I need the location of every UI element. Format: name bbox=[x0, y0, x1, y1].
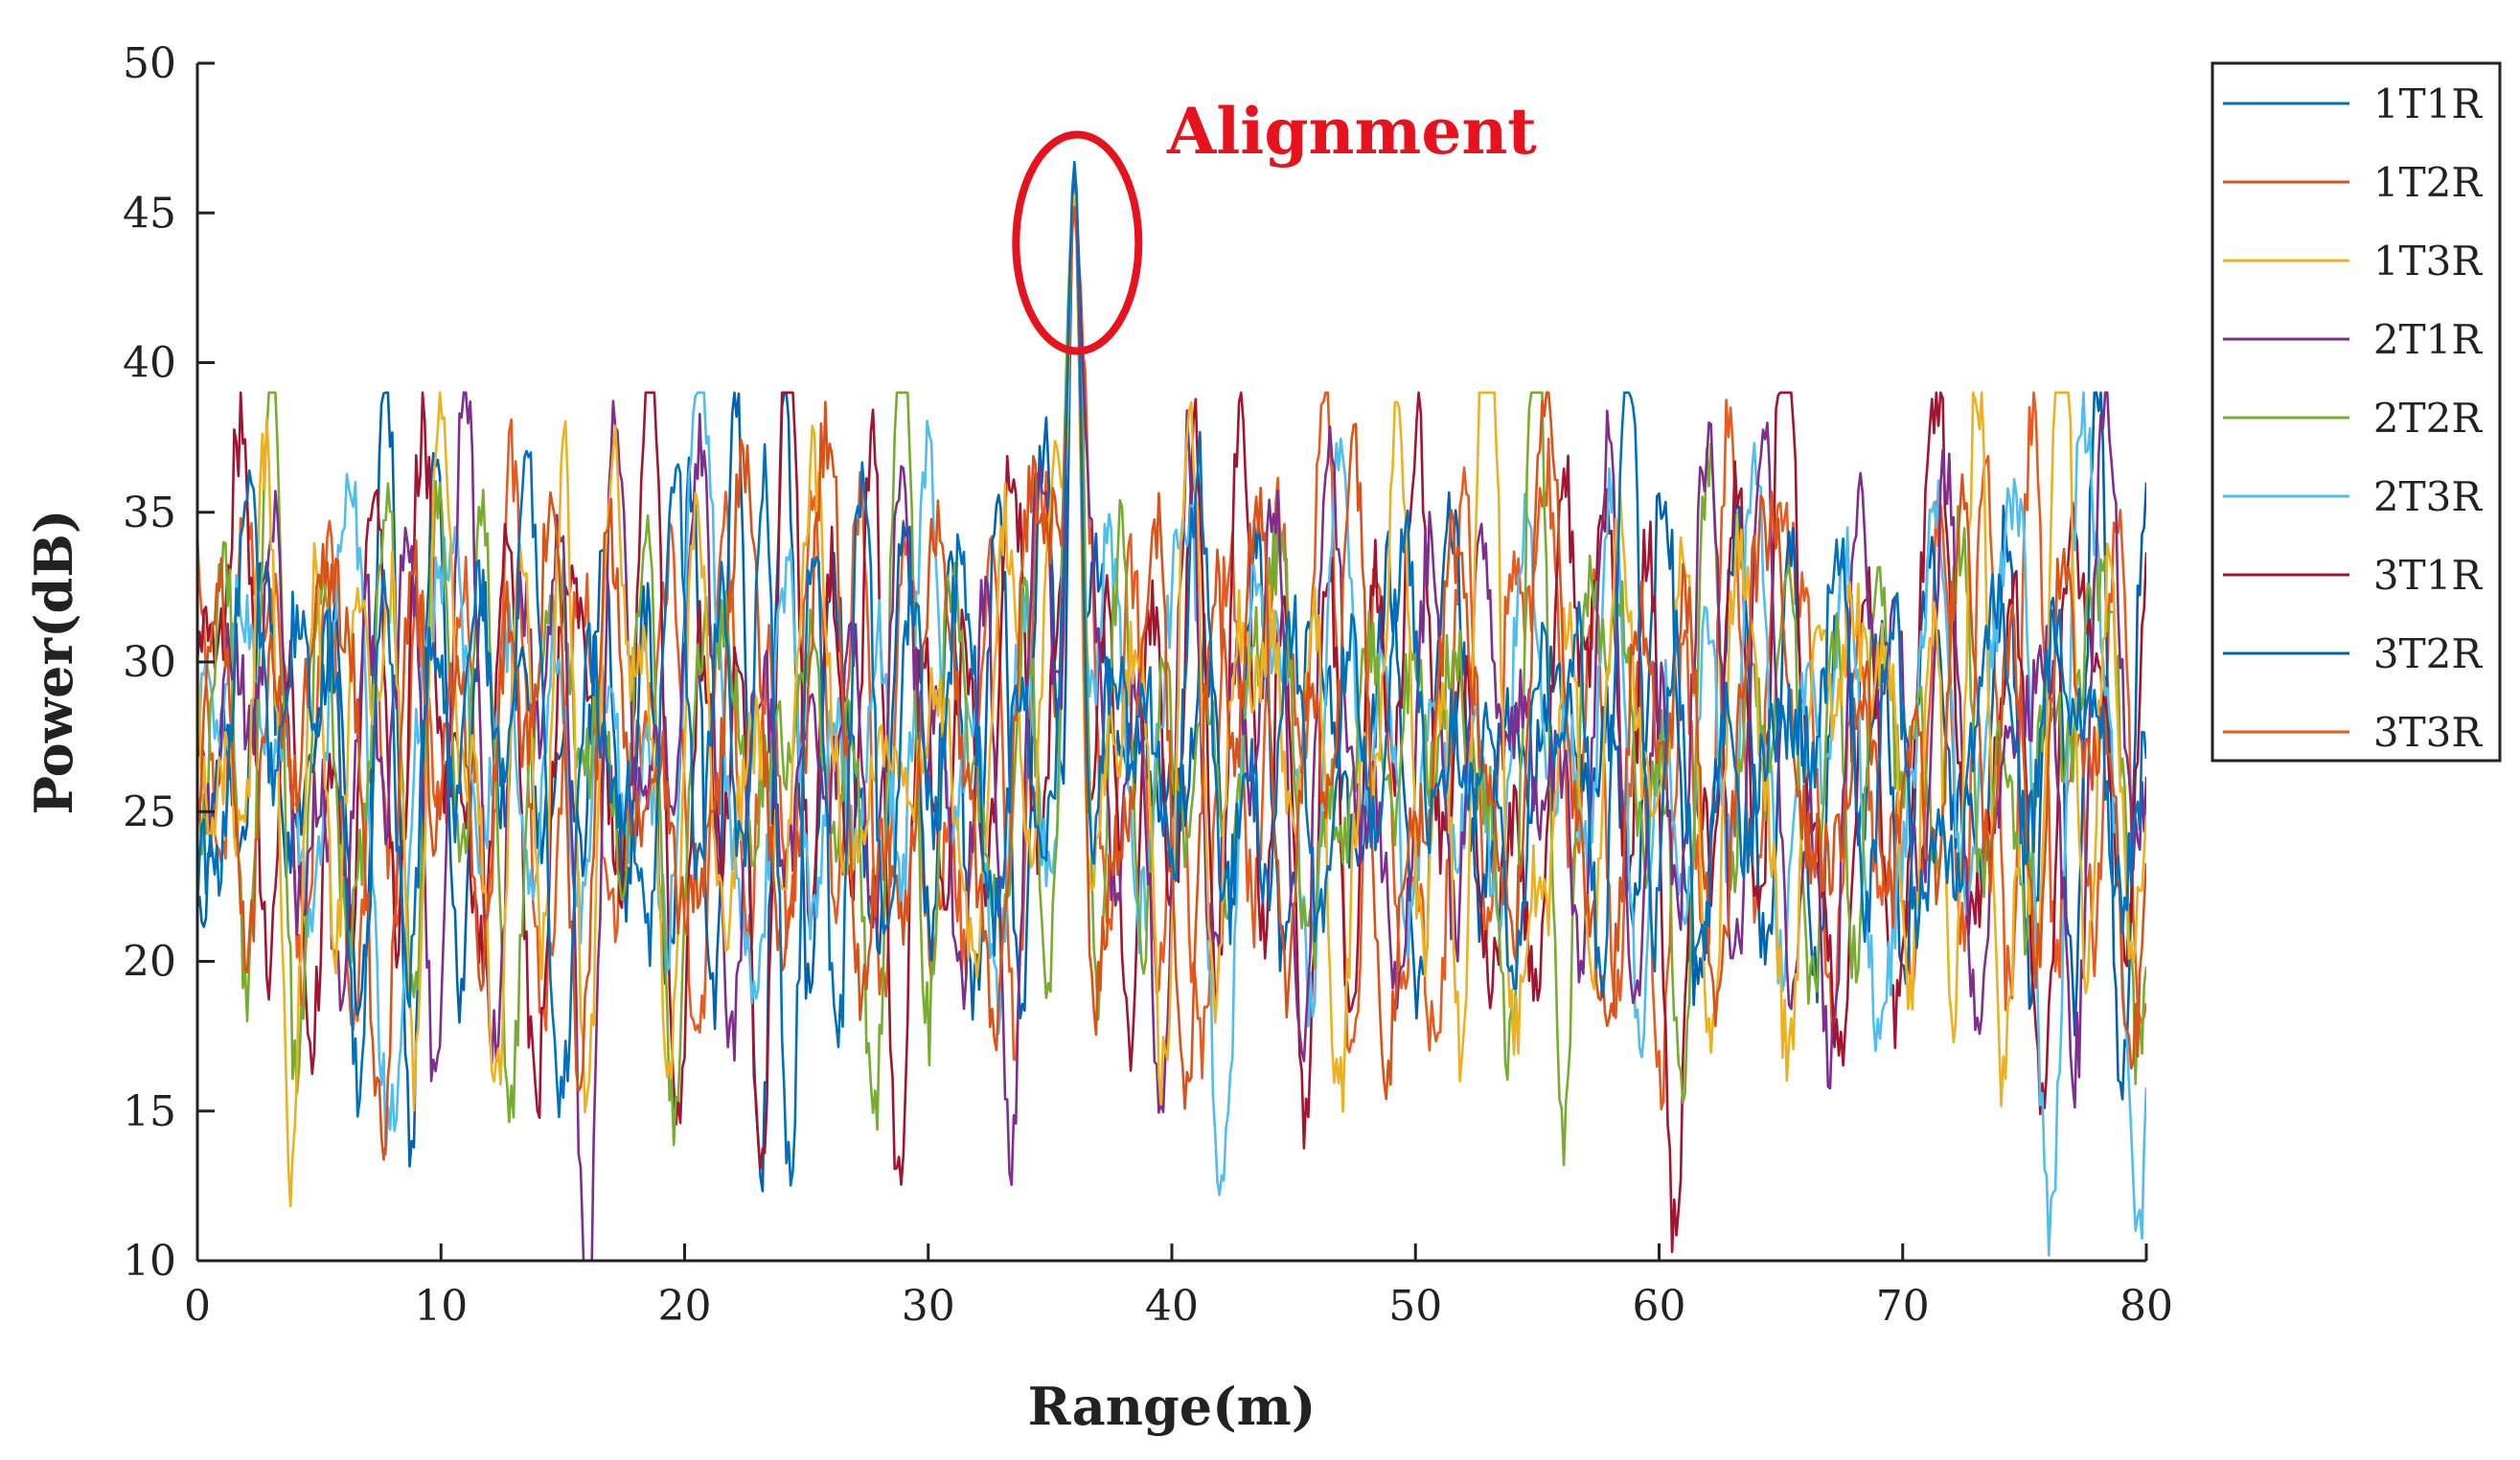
alignment-circle bbox=[1012, 130, 1143, 355]
y-tick-label: 25 bbox=[123, 787, 176, 836]
y-tick-label: 35 bbox=[123, 489, 176, 537]
legend-label-1t3r: 1T3R bbox=[2373, 238, 2483, 285]
legend-label-3t1r: 3T1R bbox=[2373, 552, 2483, 599]
x-tick-label: 40 bbox=[1145, 1282, 1199, 1331]
legend-label-1t2r: 1T2R bbox=[2373, 159, 2483, 206]
legend-label-2t3r: 2T3R bbox=[2373, 473, 2483, 520]
alignment-annotation: Alignment bbox=[1012, 94, 1537, 355]
x-tick-label: 60 bbox=[1633, 1282, 1686, 1331]
y-tick-label: 15 bbox=[123, 1087, 176, 1136]
legend-label-2t2r: 2T2R bbox=[2373, 395, 2483, 442]
series-line-2t2r bbox=[197, 212, 2146, 1167]
series-line-1t1r bbox=[197, 160, 2146, 1187]
y-tick-label: 30 bbox=[123, 638, 176, 687]
x-tick-label: 70 bbox=[1876, 1282, 1930, 1331]
series-line-2t3r bbox=[197, 188, 2146, 1257]
alignment-label: Alignment bbox=[1166, 94, 1537, 169]
x-tick-label: 10 bbox=[414, 1282, 468, 1331]
series-line-1t3r bbox=[197, 194, 2146, 1208]
series-layer bbox=[197, 160, 2146, 1261]
x-tick-label: 30 bbox=[902, 1282, 955, 1331]
legend-label-3t2r: 3T2R bbox=[2373, 630, 2483, 677]
y-tick-label: 40 bbox=[123, 339, 176, 388]
legend: 1T1R 1T2R 1T3R 2T1R 2T2R 2T3R 3T1R 3T2R 3T3R bbox=[2211, 61, 2502, 763]
x-axis-label: Range(m) bbox=[1028, 1376, 1317, 1437]
axes bbox=[195, 61, 2148, 1263]
y-tick-label: 20 bbox=[123, 938, 176, 987]
legend-label-3t3r: 3T3R bbox=[2373, 709, 2483, 756]
x-tick-label: 20 bbox=[658, 1282, 712, 1331]
y-axis-label: Power(dB) bbox=[23, 510, 84, 815]
x-tick-label: 80 bbox=[2119, 1282, 2173, 1331]
y-tick-label: 10 bbox=[123, 1237, 176, 1286]
y-tick-label: 45 bbox=[123, 189, 176, 238]
legend-label-1t1r: 1T1R bbox=[2373, 80, 2483, 127]
legend-label-2t1r: 2T1R bbox=[2373, 316, 2483, 363]
x-tick-label: 0 bbox=[184, 1282, 211, 1331]
x-tick-label: 50 bbox=[1388, 1282, 1442, 1331]
legend-box bbox=[2211, 61, 2502, 763]
y-tick-label: 50 bbox=[123, 39, 176, 88]
